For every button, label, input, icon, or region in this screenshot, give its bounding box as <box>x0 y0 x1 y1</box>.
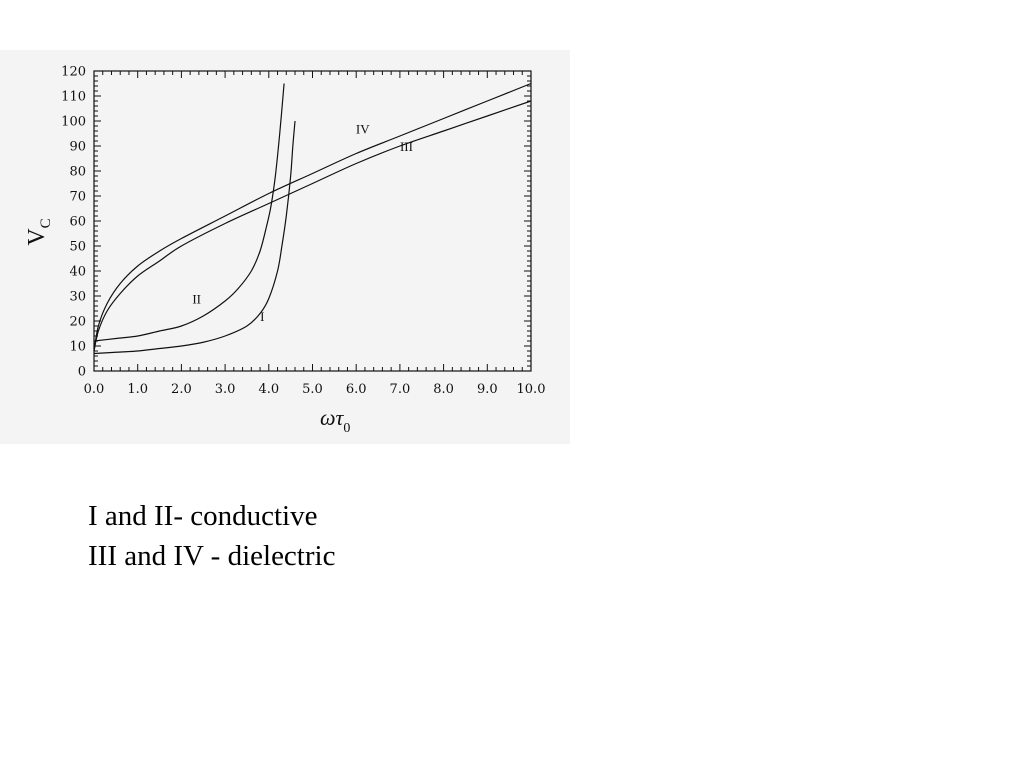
y-axis-label: VC <box>24 218 54 245</box>
x-tick-label: 3.0 <box>215 382 236 397</box>
x-tick-label: 7.0 <box>390 382 411 397</box>
y-tick-label: 0 <box>78 365 86 380</box>
x-tick-label: 8.0 <box>433 382 454 397</box>
x-tick-labels: 0.0 1.0 2.0 3.0 4.0 5.0 6.0 7.0 8.0 9.0 10.0 <box>84 382 546 397</box>
curve-label-i: I <box>260 309 264 324</box>
chart-panel: 0.0 1.0 2.0 3.0 4.0 5.0 6.0 7.0 8.0 9.0 10.0 0 10 20… <box>0 50 570 444</box>
y-tick-label: 50 <box>69 240 86 255</box>
x-tick-label: 9.0 <box>477 382 498 397</box>
x-tick-label: 6.0 <box>346 382 367 397</box>
line-chart: 0.0 1.0 2.0 3.0 4.0 5.0 6.0 7.0 8.0 9.0 10.0 0 10 20… <box>24 65 546 437</box>
y-tick-label: 120 <box>61 65 86 80</box>
y-tick-label: 10 <box>69 340 86 355</box>
tick-marks <box>93 70 532 372</box>
caption: I and II- conductive III and IV - dielec… <box>88 496 335 576</box>
x-tick-label: 4.0 <box>258 382 279 397</box>
x-axis-label: ωτ0 <box>320 405 350 436</box>
plot-frame <box>93 70 532 372</box>
curve-label-iii: III <box>400 139 413 154</box>
y-tick-label: 30 <box>69 290 86 305</box>
y-tick-label: 20 <box>69 315 86 330</box>
y-axis-label-main: V <box>24 228 50 246</box>
y-tick-label: 70 <box>69 190 86 205</box>
x-axis-label-sub: 0 <box>343 421 350 436</box>
curve-iv <box>93 82 532 352</box>
x-tick-label: 1.0 <box>127 382 148 397</box>
x-tick-label: 0.0 <box>84 382 105 397</box>
curves <box>93 82 532 355</box>
y-tick-label: 60 <box>69 215 86 230</box>
x-axis-label-main: ωτ <box>320 405 345 430</box>
curve-iii <box>93 100 532 352</box>
x-tick-label: 2.0 <box>171 382 192 397</box>
y-tick-labels: 0 10 20 30 40 50 60 70 80 90 100 110 120 <box>61 65 86 380</box>
caption-line-dielectric: III and IV - dielectric <box>88 540 336 572</box>
curve-label-iv: IV <box>356 122 370 137</box>
curve-label-ii: II <box>192 292 201 307</box>
curve-i <box>93 120 296 355</box>
curve-ii <box>93 83 285 342</box>
caption-line-conductive: I and II- conductive <box>88 500 318 532</box>
y-tick-label: 100 <box>61 115 86 130</box>
y-tick-label: 80 <box>69 165 86 180</box>
x-tick-label: 5.0 <box>302 382 323 397</box>
y-axis-label-sub: C <box>38 218 54 228</box>
y-tick-label: 110 <box>61 90 86 105</box>
y-tick-label: 90 <box>69 140 86 155</box>
y-tick-label: 40 <box>69 265 86 280</box>
x-tick-label: 10.0 <box>517 382 546 397</box>
